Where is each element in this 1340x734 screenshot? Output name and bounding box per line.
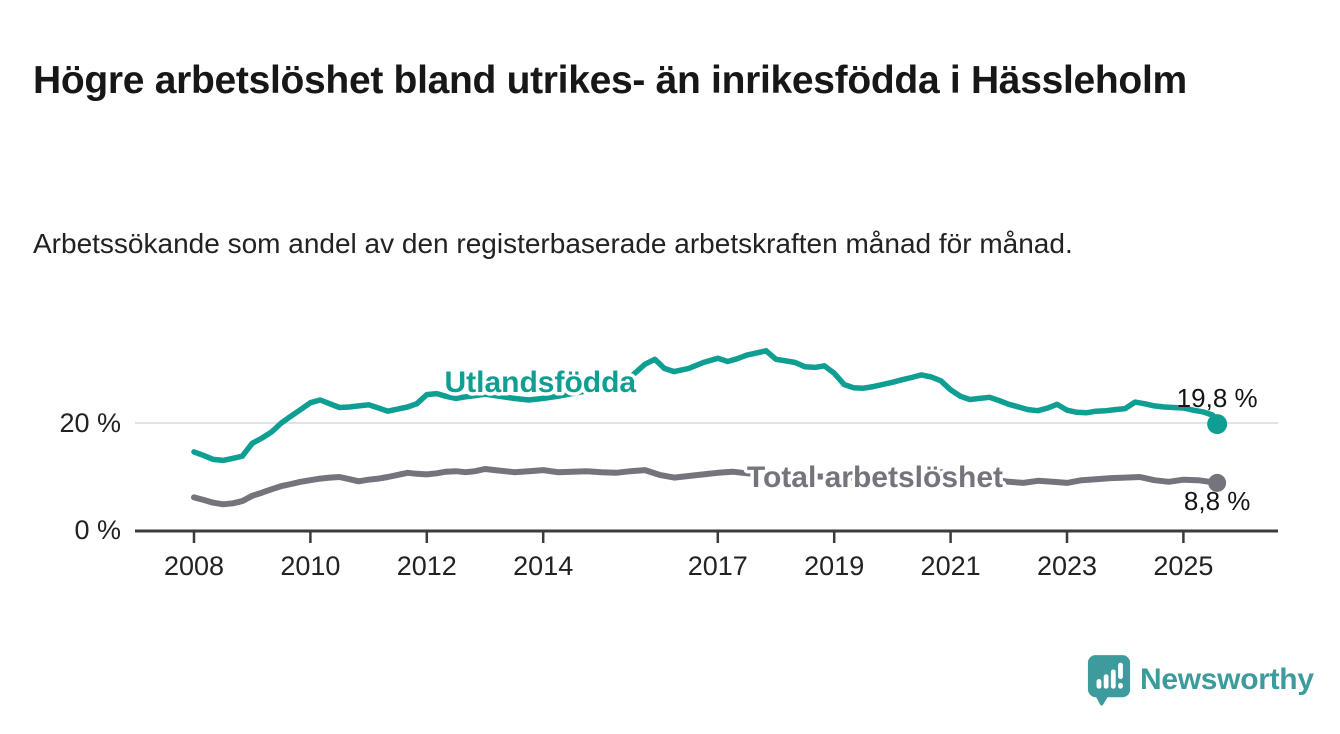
series-name-label-total: Total arbetslöshet (747, 461, 1003, 494)
x-tick-label-2025: 2025 (1153, 551, 1213, 581)
newsworthy-logo-icon (1087, 654, 1131, 706)
y-tick-label-20: 20 % (59, 408, 121, 438)
end-value-label-utlandsfodda: 19,8 % (1177, 383, 1258, 413)
bar-2 (1103, 673, 1109, 689)
unemployment-line-chart: 2008 2010 2012 2014 2017 2019 2021 2023 2025 0 % 2… (59, 348, 1278, 581)
y-tick-label-0: 0 % (74, 515, 121, 545)
x-tick-label-2019: 2019 (804, 551, 864, 581)
x-tick-label-2014: 2014 (513, 551, 573, 581)
series-end-dot-utlandsfodda (1207, 414, 1228, 435)
series-name-label-utlandsfodda: Utlandsfödda (444, 366, 636, 399)
series-line-utlandsfodda (191, 348, 1220, 464)
end-value-label-total: 8,8 % (1184, 486, 1251, 516)
x-tick-label-2021: 2021 (921, 551, 981, 581)
series-end-dot-total (1208, 473, 1227, 492)
exclamation-bar (1118, 662, 1123, 679)
x-tick-label-2008: 2008 (164, 551, 224, 581)
page-subtitle: Arbetssökande som andel av den registerb… (33, 228, 1073, 259)
logo-wordmark: Newsworthy (1140, 663, 1314, 696)
newsworthy-logo: Newsworthy (1086, 652, 1314, 708)
series-line-total (191, 466, 1221, 508)
bar-3 (1110, 668, 1116, 689)
x-tick-label-2023: 2023 (1037, 551, 1097, 581)
x-tick-label-2017: 2017 (688, 551, 748, 581)
speech-bubble-shape (1087, 654, 1131, 706)
page-title: Högre arbetslöshet bland utrikes- än inr… (33, 59, 1187, 103)
x-tick-label-2012: 2012 (397, 551, 457, 581)
bar-1 (1096, 678, 1102, 689)
exclamation-dot (1118, 682, 1123, 689)
x-tick-label-2010: 2010 (280, 551, 340, 581)
